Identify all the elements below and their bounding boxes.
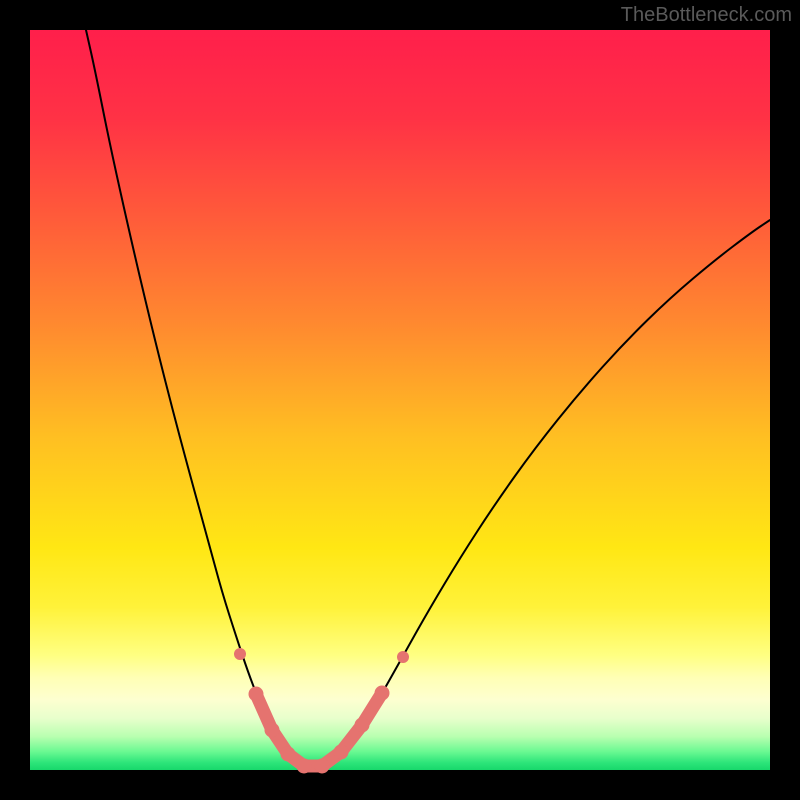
overlay-dot (297, 759, 312, 774)
overlay-dot (375, 686, 390, 701)
overlay-dot (334, 745, 349, 760)
overlay-dot (249, 687, 264, 702)
overlay-dot (265, 723, 280, 738)
chart-root: TheBottleneck.com (0, 0, 800, 800)
overlay-dot (281, 747, 296, 762)
overlay-dot (234, 648, 246, 660)
overlay-dot (355, 718, 370, 733)
overlay-dot (315, 759, 330, 774)
overlay-dot (397, 651, 409, 663)
chart-svg (0, 0, 800, 800)
